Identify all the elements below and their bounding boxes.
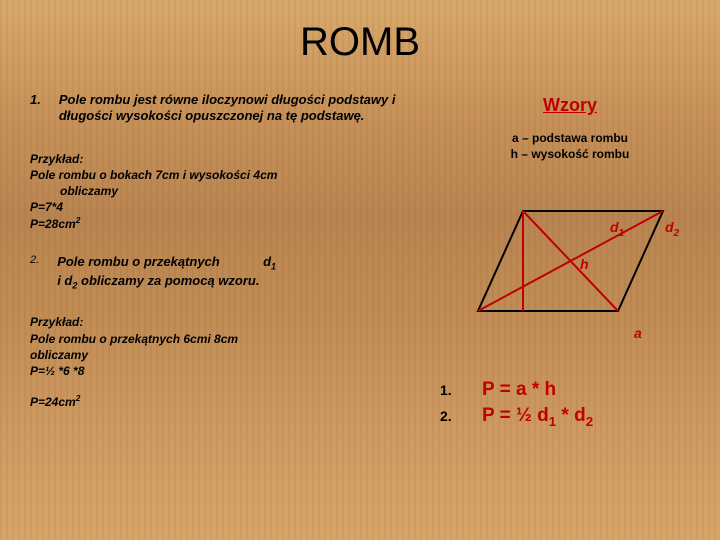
item2-d: d: [263, 254, 271, 269]
rhombus-svg: [468, 191, 678, 341]
f2-num: 2.: [440, 408, 462, 424]
label-d1: d1: [610, 219, 624, 239]
label-a: a: [634, 325, 642, 341]
item2-c: obliczamy za pomocą wzoru.: [77, 273, 259, 288]
ex1-l4: P=28cm2: [30, 215, 420, 232]
f1-val: P = a * h: [482, 379, 556, 401]
formula-1: 1. P = a * h: [440, 379, 593, 401]
item2-number: 2.: [30, 254, 39, 292]
res2-a: P=24cm: [30, 395, 76, 409]
ex1-l3: P=7*4: [30, 199, 420, 215]
ex2-l2a: Pole rombu o przekątnych 6cmi 8cm: [30, 331, 420, 347]
ex1-l4b: 2: [76, 215, 81, 225]
legend-a: a – podstawa rombu: [440, 130, 700, 146]
left-column: 1. Pole rombu jest równe iloczynowi dług…: [30, 92, 420, 409]
item1-desc: Pole rombu jest równe iloczynowi długośc…: [59, 92, 420, 125]
formula-2: 2. P = ½ d1 * d2: [440, 405, 593, 429]
ex2-l2b: obliczamy: [30, 347, 420, 363]
item2-s1: 1: [271, 262, 276, 272]
definition-2: 2. Pole rombu o przekątnych d1 i d2 obli…: [30, 254, 420, 292]
ex2-l1: Przykład:: [30, 314, 420, 330]
example-2: Przykład: Pole rombu o przekątnych 6cmi …: [30, 314, 420, 379]
definition-1: 1. Pole rombu jest równe iloczynowi dług…: [30, 92, 420, 125]
rhombus-figure: [468, 191, 678, 341]
label-d2: d2: [665, 219, 679, 239]
diagonal-d2: [478, 211, 663, 311]
item2-desc: Pole rombu o przekątnych d1 i d2 oblicza…: [57, 254, 276, 292]
label-h: h: [580, 256, 589, 272]
ex1-l2b: obliczamy: [60, 183, 420, 199]
result-2: P=24cm2: [30, 393, 420, 409]
right-column: Wzory a – podstawa rombu h – wysokość ro…: [440, 95, 700, 162]
ex2-l3: P=½ *6 *8: [30, 363, 420, 379]
formulas-heading: Wzory: [440, 95, 700, 116]
formulas-list: 1. P = a * h 2. P = ½ d1 * d2: [440, 375, 593, 429]
legend-h: h – wysokość rombu: [440, 146, 700, 162]
legend: a – podstawa rombu h – wysokość rombu: [440, 130, 700, 162]
f1-num: 1.: [440, 382, 462, 398]
item2-b: i d: [57, 273, 72, 288]
ex1-l1: Przykład:: [30, 151, 420, 167]
page-title: ROMB: [0, 20, 720, 65]
example-1: Przykład: Pole rombu o bokach 7cm i wyso…: [30, 151, 420, 233]
item2-a: Pole rombu o przekątnych: [57, 254, 220, 269]
ex1-l4a: P=28cm: [30, 217, 76, 231]
ex1-l2a: Pole rombu o bokach 7cm i wysokości 4cm: [30, 167, 420, 183]
res2-b: 2: [76, 393, 81, 403]
item1-number: 1.: [30, 92, 41, 125]
f2-val: P = ½ d1 * d2: [482, 405, 593, 429]
